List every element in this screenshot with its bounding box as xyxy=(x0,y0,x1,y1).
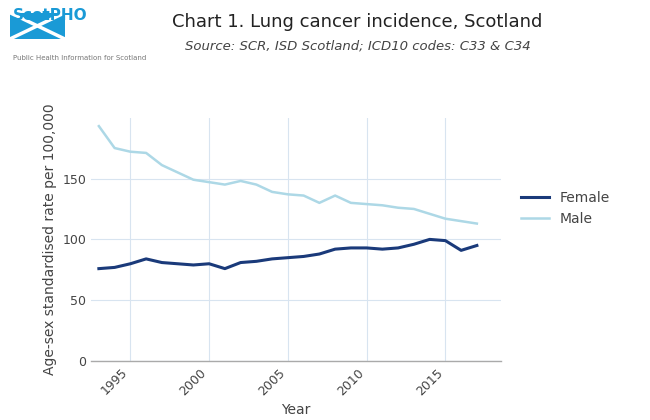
Male xyxy=(142,150,150,155)
Male xyxy=(378,203,386,208)
Female xyxy=(394,245,402,250)
Female xyxy=(158,260,166,265)
Female xyxy=(174,261,181,266)
Male xyxy=(315,200,323,205)
Female xyxy=(300,254,307,259)
Male xyxy=(347,200,355,205)
Male xyxy=(268,189,276,194)
Female xyxy=(95,266,103,271)
Female xyxy=(332,247,339,252)
Male xyxy=(174,170,181,175)
Male xyxy=(111,146,118,151)
Male xyxy=(300,193,307,198)
Male xyxy=(457,218,465,223)
Male xyxy=(410,206,418,211)
Female xyxy=(473,243,481,248)
Female xyxy=(268,256,276,261)
Male xyxy=(284,192,292,197)
Male xyxy=(190,177,198,182)
Male xyxy=(332,193,339,198)
Text: Source: SCR, ISD Scotland; ICD10 codes: C33 & C34: Source: SCR, ISD Scotland; ICD10 codes: … xyxy=(185,40,530,53)
Female xyxy=(127,261,135,266)
Female xyxy=(221,266,229,271)
Female xyxy=(378,247,386,252)
Female xyxy=(363,245,370,250)
Female xyxy=(347,245,355,250)
Female xyxy=(111,265,118,270)
FancyBboxPatch shape xyxy=(10,13,65,39)
Female xyxy=(142,256,150,261)
Y-axis label: Age-sex standardised rate per 100,000: Age-sex standardised rate per 100,000 xyxy=(43,104,57,375)
Male xyxy=(441,216,449,221)
Male xyxy=(237,178,244,184)
Female xyxy=(441,238,449,243)
Male xyxy=(221,182,229,187)
Female xyxy=(237,260,244,265)
Female xyxy=(457,248,465,253)
Line: Female: Female xyxy=(99,239,477,269)
Female xyxy=(284,255,292,260)
Text: Chart 1. Lung cancer incidence, Scotland: Chart 1. Lung cancer incidence, Scotland xyxy=(172,13,543,31)
Female xyxy=(190,262,198,268)
Legend: Female, Male: Female, Male xyxy=(515,186,616,231)
Male xyxy=(426,211,434,216)
Female xyxy=(252,259,260,264)
Line: Male: Male xyxy=(99,126,477,223)
Female xyxy=(205,261,213,266)
Male xyxy=(363,202,370,207)
Male xyxy=(127,149,135,154)
Male xyxy=(205,180,213,185)
Female xyxy=(426,237,434,242)
X-axis label: Year: Year xyxy=(281,403,311,417)
Female xyxy=(315,252,323,257)
Text: ScotPHO: ScotPHO xyxy=(13,8,88,24)
Female xyxy=(410,242,418,247)
Male xyxy=(394,205,402,210)
Text: Public Health Information for Scotland: Public Health Information for Scotland xyxy=(13,55,146,60)
Male xyxy=(252,182,260,187)
Male xyxy=(95,123,103,129)
Male xyxy=(473,221,481,226)
Male xyxy=(158,163,166,168)
